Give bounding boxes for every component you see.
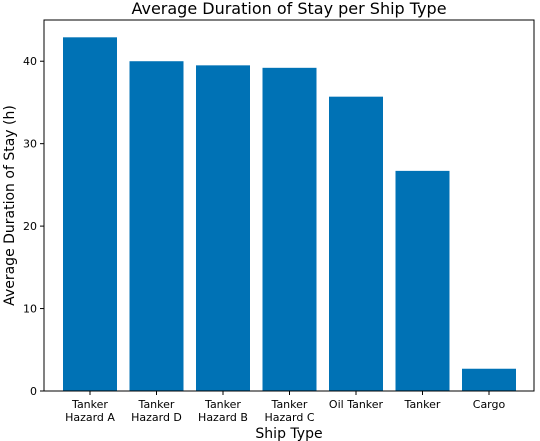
y-tick-label: 0 [30, 385, 37, 398]
x-tick-label: Tanker Hazard B [198, 398, 248, 424]
x-tick-label-line: Tanker [271, 398, 308, 411]
bar [262, 67, 317, 391]
x-tick-label-line: Hazard B [198, 411, 248, 424]
y-tick-label: 30 [23, 138, 37, 151]
x-tick-label-line: Tanker [404, 398, 441, 411]
x-axis-label: Ship Type [255, 426, 322, 441]
x-tick-label-line: Hazard C [264, 411, 314, 424]
x-tick-label-line: Hazard D [131, 411, 182, 424]
x-tick-label-line: Cargo [473, 398, 506, 411]
x-tick-label-line: Hazard A [65, 411, 115, 424]
bars-group [63, 37, 516, 392]
y-tick-label: 10 [23, 303, 37, 316]
x-tick-label: Cargo [473, 398, 506, 411]
chart-title: Average Duration of Stay per Ship Type [131, 0, 446, 18]
x-tick-label-line: Oil Tanker [329, 398, 384, 411]
bar [395, 170, 450, 391]
bar [462, 368, 516, 391]
plot-frame [43, 19, 535, 392]
bar [329, 96, 383, 391]
y-tick-label: 40 [23, 55, 37, 68]
x-tick-label-line: Tanker [71, 398, 108, 411]
x-tick-label-line: Tanker [138, 398, 175, 411]
x-tick-label: Tanker Hazard A [65, 398, 115, 424]
bar [196, 65, 250, 391]
y-axis: 0 10 20 30 40 [23, 55, 44, 398]
bar [63, 37, 117, 392]
x-tick-label: Tanker Hazard C [264, 398, 314, 424]
x-tick-label: Tanker [404, 398, 441, 411]
x-tick-label: Tanker Hazard D [131, 398, 182, 424]
bar [129, 61, 184, 391]
y-tick-label: 20 [23, 220, 37, 233]
x-tick-label: Oil Tanker [329, 398, 384, 411]
y-axis-label: Average Duration of Stay (h) [2, 105, 18, 306]
x-tick-label-line: Tanker [204, 398, 241, 411]
